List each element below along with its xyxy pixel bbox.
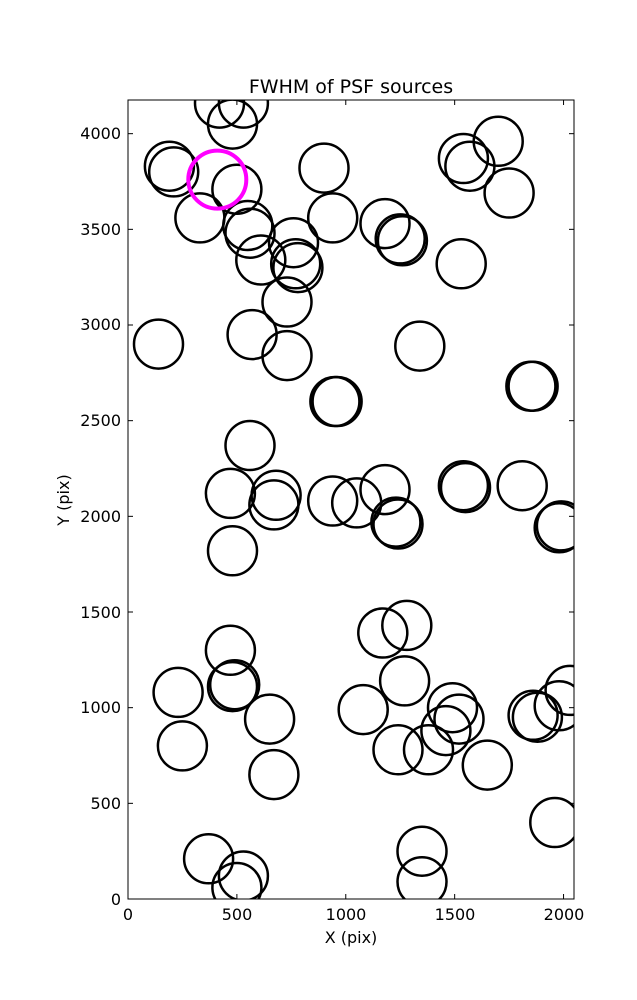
- psf-source-marker: [372, 724, 424, 776]
- psf-source-marker: [243, 693, 296, 745]
- psf-source-marker: [250, 469, 302, 522]
- psf-source-marker: [357, 607, 409, 659]
- psf-source-marker: [461, 739, 514, 791]
- x-tick-label: 1500: [435, 905, 476, 924]
- y-axis-label: Y (pix): [54, 474, 73, 526]
- x-tick-label: 1000: [326, 905, 367, 924]
- psf-source-marker: [152, 666, 204, 719]
- psf-source-marker: [420, 704, 472, 757]
- highlighted-source-marker: [186, 148, 249, 211]
- psf-source-marker: [472, 115, 524, 168]
- psf-source-marker: [396, 856, 448, 899]
- psf-source-marker: [437, 459, 490, 512]
- psf-source-marker: [206, 660, 259, 713]
- psf-source-marker: [206, 100, 259, 150]
- psf-source-marker: [306, 192, 359, 244]
- psf-source-marker: [235, 234, 287, 286]
- psf-source-marker: [143, 140, 196, 192]
- y-tick-label: 4000: [80, 124, 121, 143]
- psf-source-marker: [267, 216, 320, 269]
- psf-source-marker: [544, 664, 574, 717]
- x-tick-label: 500: [222, 905, 253, 924]
- psf-source-marker: [426, 681, 479, 734]
- y-tick-label: 0: [111, 890, 121, 909]
- psf-source-marker: [147, 146, 200, 198]
- psf-source-marker: [359, 463, 411, 516]
- psf-source-marker: [529, 796, 574, 849]
- psf-source-marker: [337, 683, 389, 736]
- psf-source-marker: [378, 655, 431, 707]
- psf-source-marker: [437, 132, 490, 185]
- y-tick-label: 2500: [80, 411, 121, 430]
- psf-source-marker: [396, 825, 448, 877]
- psf-source-marker: [359, 197, 411, 250]
- psf-source-marker: [206, 525, 259, 577]
- data-points: [132, 100, 574, 899]
- psf-source-marker: [306, 475, 359, 527]
- psf-source-marker: [298, 142, 350, 194]
- psf-source-marker: [483, 167, 535, 219]
- psf-source-marker: [381, 599, 433, 652]
- y-tick-label: 3000: [80, 315, 121, 334]
- x-axis-label: X (pix): [325, 928, 378, 947]
- psf-source-marker: [533, 680, 574, 732]
- psf-source-marker: [370, 496, 422, 548]
- psf-source-marker: [211, 163, 263, 215]
- psf-source-marker: [496, 459, 548, 512]
- y-tick-label: 2000: [80, 507, 121, 526]
- highlighted-source: [186, 148, 249, 211]
- psf-source-marker: [309, 375, 361, 428]
- psf-source-marker: [261, 329, 313, 382]
- psf-source-marker: [374, 213, 426, 265]
- chart-title: FWHM of PSF sources: [249, 76, 453, 98]
- psf-source-marker: [204, 624, 257, 677]
- psf-source-marker: [248, 479, 300, 531]
- psf-source-marker: [533, 502, 574, 554]
- psf-source-marker: [402, 724, 455, 776]
- psf-source-marker: [433, 693, 485, 745]
- psf-source-marker: [204, 467, 257, 520]
- x-tick-labels: 0 500 1000 1500 2000: [123, 905, 584, 924]
- axis-ticks: [127, 100, 574, 900]
- y-tick-label: 3500: [80, 220, 121, 239]
- psf-source-marker: [535, 500, 574, 552]
- psf-source-marker: [372, 498, 424, 550]
- y-tick-label: 1500: [80, 603, 121, 622]
- psf-source-marker: [376, 215, 429, 267]
- x-tick-label: 2000: [544, 905, 585, 924]
- y-tick-labels: 0 500 1000 1500 2000 2500 3000 3500 4000: [80, 124, 121, 909]
- psf-source-marker: [269, 238, 322, 290]
- psf-source-marker: [226, 308, 278, 361]
- y-tick-label: 500: [90, 794, 121, 813]
- psf-source-marker: [272, 241, 324, 294]
- psf-source-marker: [261, 276, 313, 328]
- plot-frame: [127, 99, 575, 900]
- psf-source-marker: [311, 375, 363, 428]
- psf-source-marker: [507, 689, 559, 742]
- psf-source-marker: [132, 318, 185, 370]
- x-tick-label: 0: [123, 905, 133, 924]
- psf-source-marker: [224, 419, 276, 472]
- psf-source-marker: [248, 748, 300, 801]
- psf-source-marker: [435, 238, 487, 290]
- psf-source-marker: [439, 461, 492, 514]
- psf-source-marker: [394, 320, 446, 372]
- psf-source-marker: [211, 861, 263, 899]
- psf-source-marker: [208, 658, 261, 711]
- psf-source-marker: [156, 720, 209, 772]
- y-tick-label: 1000: [80, 698, 121, 717]
- psf-source-marker: [217, 850, 270, 899]
- psf-source-marker: [505, 360, 557, 412]
- psf-source-marker: [224, 207, 276, 259]
- psf-source-marker: [507, 360, 559, 412]
- psf-source-marker: [182, 833, 235, 885]
